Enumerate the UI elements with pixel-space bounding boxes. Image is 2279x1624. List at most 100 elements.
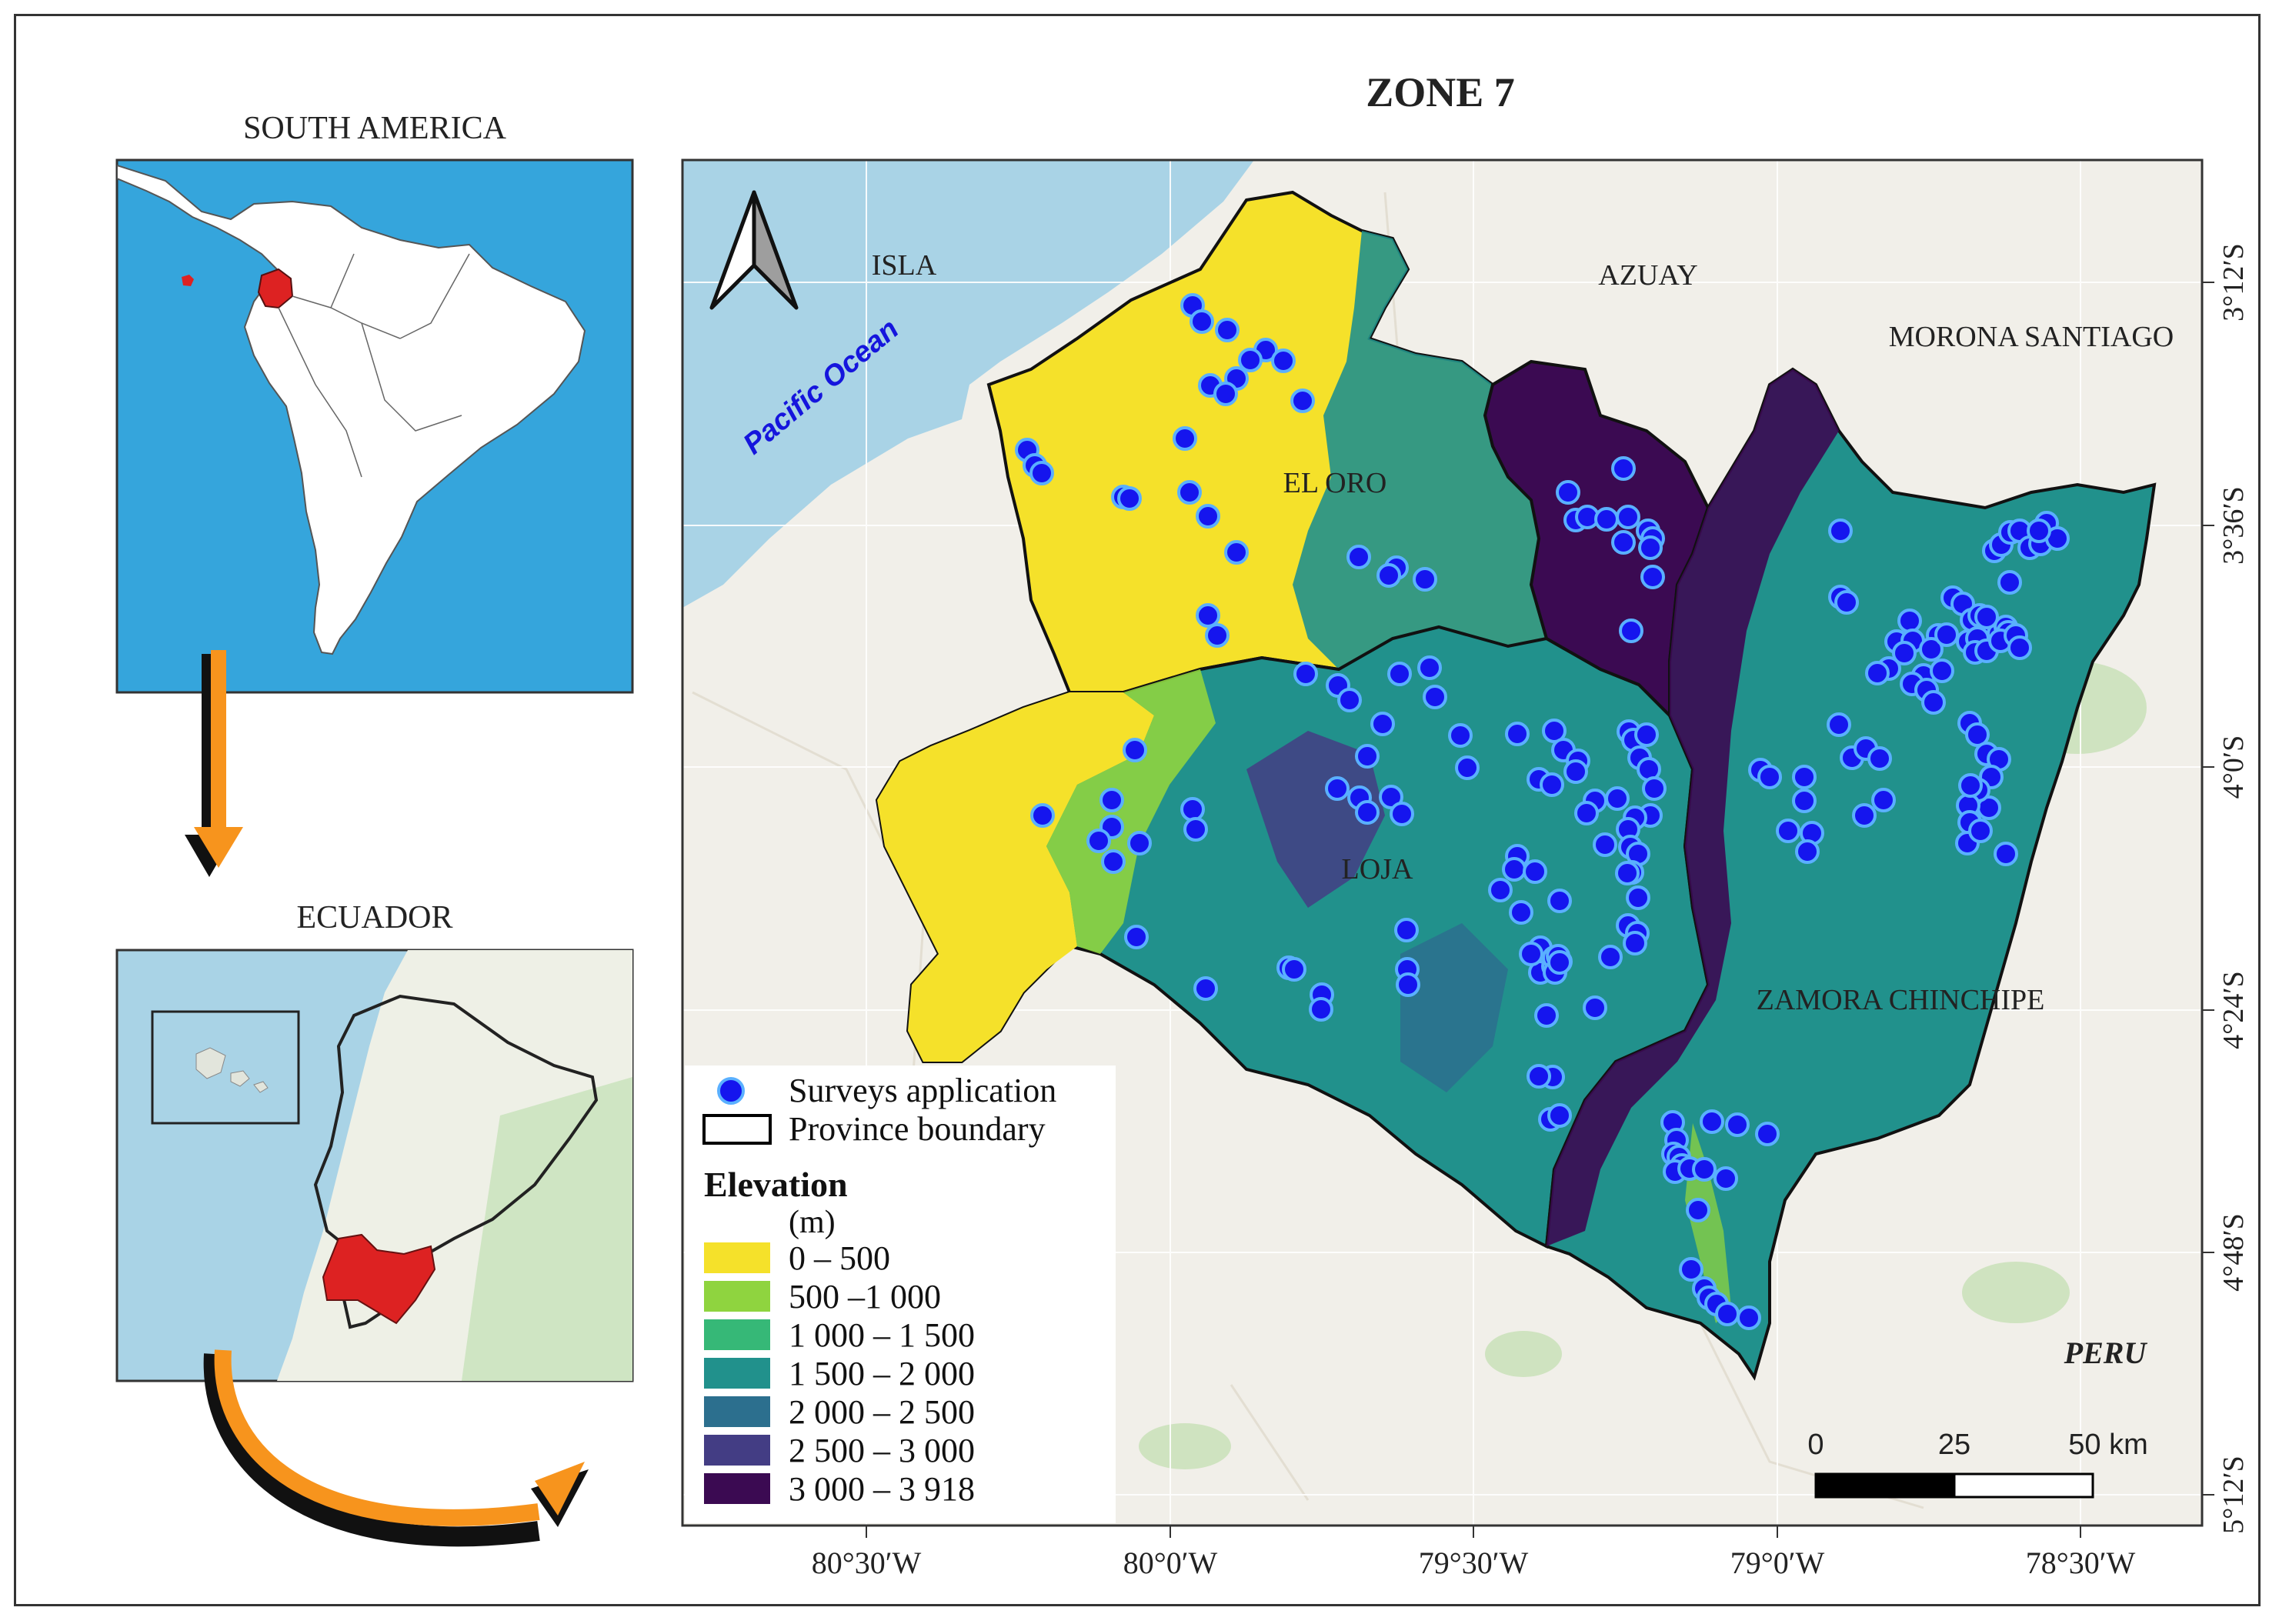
survey-point: [1737, 1306, 1761, 1330]
lat-tick-label: 5°12′S: [2217, 1456, 2250, 1534]
survey-point: [1196, 504, 1220, 529]
figure-frame: [14, 14, 2261, 1606]
zone7-highlight: [322, 1233, 436, 1325]
label-peru: PERU: [2064, 1336, 2148, 1370]
down-arrow: [185, 650, 243, 877]
legend-swatch: [704, 1358, 770, 1389]
main-map-border: [681, 158, 2204, 1527]
survey-point: [1638, 535, 1663, 560]
survey-point: [1616, 505, 1640, 529]
survey-point: [1547, 889, 1572, 913]
survey-point: [1725, 1112, 1750, 1137]
survey-point: [1205, 623, 1230, 648]
survey-point: [1897, 609, 1922, 633]
longitude-ticks: 80°30′W 80°0′W 79°30′W 79°0′W 78°30′W: [812, 1526, 2135, 1580]
survey-point: [1379, 785, 1403, 809]
survey-point: [1394, 918, 1419, 942]
survey-point: [1086, 829, 1111, 853]
legend-class-label: 1 000 – 1 500: [789, 1316, 975, 1354]
survey-point: [1215, 318, 1240, 342]
survey-point: [1615, 861, 1640, 885]
survey-point: [1448, 723, 1473, 748]
lat-tick-label: 4°24′S: [2217, 971, 2250, 1049]
curved-arrow: [203, 1349, 589, 1547]
survey-point: [1715, 1302, 1740, 1326]
loja-lowlands: [877, 692, 1154, 1062]
ecuador-title: ECUADOR: [296, 900, 452, 935]
survey-point: [1290, 388, 1315, 413]
legend-surveys: Surveys application: [789, 1072, 1056, 1109]
ecuador-highlight: [257, 268, 294, 309]
loja-central-ridge: [1246, 731, 1385, 908]
survey-point: [1974, 605, 1999, 629]
survey-point: [1390, 802, 1414, 826]
survey-point: [1792, 789, 1817, 813]
legend-swatch: [704, 1396, 770, 1427]
legend-elevation-title: Elevation: [704, 1165, 848, 1204]
survey-point: [1563, 759, 1588, 784]
lon-tick-label: 80°30′W: [812, 1546, 922, 1580]
survey-point: [1271, 348, 1296, 373]
legend-class-label: 0 – 500: [789, 1239, 890, 1277]
south-america-inset: SOUTH AMERICA: [115, 111, 634, 694]
survey-point: [1686, 1198, 1710, 1222]
survey-point: [1792, 765, 1817, 789]
survey-point: [1611, 530, 1636, 555]
survey-point: [1593, 832, 1617, 857]
galapagos-highlight: [182, 275, 194, 286]
survey-point: [1892, 641, 1917, 665]
survey-point: [1127, 831, 1152, 855]
survey-point: [1505, 722, 1530, 746]
lat-tick-label: 4°0′S: [2217, 735, 2250, 799]
latitude-ticks: 3°12′S 3°36′S 4°0′S 4°24′S 4°48′S 5°12′S: [2202, 243, 2250, 1534]
survey-point: [1574, 801, 1599, 825]
scale-label-0: 0: [1807, 1429, 1824, 1461]
survey-point: [1583, 995, 1607, 1020]
survey-point: [1930, 659, 1954, 683]
survey-point: [1190, 309, 1214, 334]
survey-point: [1337, 688, 1362, 712]
survey-point: [1099, 788, 1124, 812]
survey-point: [1213, 382, 1238, 406]
survey-point: [1030, 803, 1055, 828]
map-title: ZONE 7: [1366, 69, 1515, 115]
survey-point: [1123, 738, 1147, 762]
survey-point: [1994, 842, 2018, 866]
survey-point: [1598, 945, 1623, 969]
survey-point: [1527, 1064, 1551, 1089]
survey-point: [1224, 540, 1249, 565]
survey-point: [1640, 565, 1665, 589]
label-morona-santiago: MORONA SANTIAGO: [1889, 321, 2174, 353]
legend-class-label: 3 000 – 3 918: [789, 1470, 975, 1508]
survey-point: [1346, 545, 1371, 569]
survey-point: [1502, 857, 1527, 882]
survey-point: [1594, 507, 1619, 532]
survey-point: [1556, 480, 1580, 505]
survey-point: [1755, 1122, 1780, 1146]
legend-class-label: 2 500 – 3 000: [789, 1432, 975, 1469]
survey-point: [1282, 957, 1306, 982]
south-america-title: SOUTH AMERICA: [243, 111, 507, 146]
label-azuay: AZUAY: [1598, 259, 1698, 292]
survey-point: [1795, 839, 1820, 864]
survey-point: [1193, 976, 1218, 1001]
scale-label-50: 50 km: [2068, 1429, 2147, 1461]
legend-class-label: 500 –1 000: [789, 1278, 941, 1316]
zamora-ridge: [1547, 369, 1839, 1246]
legend-swatch: [704, 1242, 770, 1273]
survey-point: [1619, 619, 1643, 643]
legend-class-label: 1 500 – 2 000: [789, 1355, 975, 1392]
survey-point: [1173, 426, 1197, 451]
survey-point: [1413, 567, 1437, 592]
galapagos-box: [151, 1010, 300, 1125]
survey-point: [1180, 797, 1205, 822]
survey-point: [1547, 1103, 1572, 1128]
legend-elevation-unit: (m): [789, 1205, 836, 1240]
survey-point: [1634, 722, 1659, 747]
survey-point: [1713, 1166, 1738, 1191]
survey-point: [1417, 655, 1442, 680]
survey-point: [1757, 765, 1782, 789]
survey-point: [1776, 819, 1800, 843]
survey-point: [1827, 712, 1851, 737]
